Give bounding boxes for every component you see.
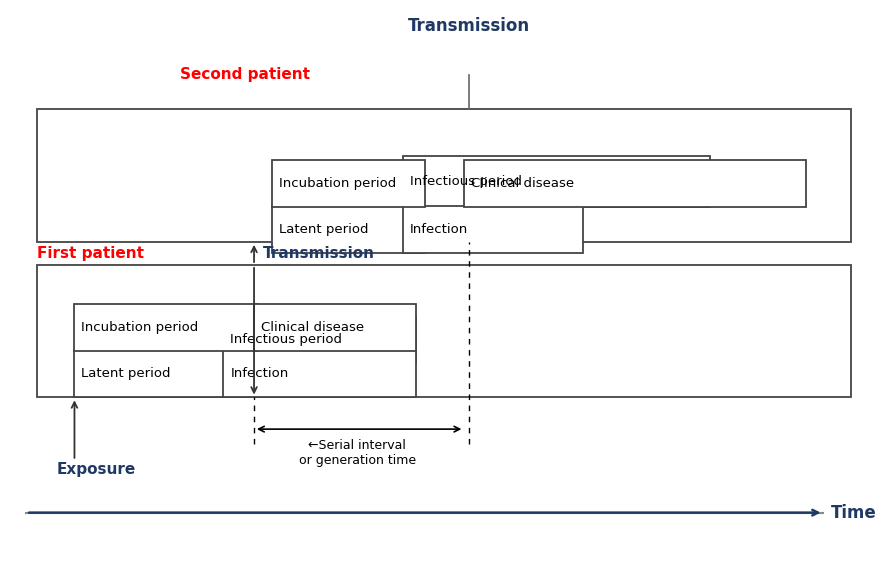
Text: Transmission: Transmission — [263, 246, 375, 261]
Text: ←Serial interval
or generation time: ←Serial interval or generation time — [299, 439, 416, 467]
Text: Transmission: Transmission — [407, 17, 530, 35]
Text: Exposure: Exposure — [57, 462, 136, 477]
Text: Infection: Infection — [230, 367, 288, 380]
Text: Incubation period: Incubation period — [81, 321, 199, 334]
FancyBboxPatch shape — [74, 350, 228, 397]
FancyBboxPatch shape — [272, 206, 425, 253]
FancyBboxPatch shape — [272, 160, 425, 207]
FancyBboxPatch shape — [254, 304, 416, 351]
Text: Second patient: Second patient — [180, 67, 310, 82]
Text: First patient: First patient — [37, 246, 144, 261]
Text: Infectious period: Infectious period — [230, 333, 343, 346]
Text: Time: Time — [830, 503, 876, 522]
Text: Latent period: Latent period — [279, 223, 368, 236]
FancyBboxPatch shape — [403, 156, 710, 207]
FancyBboxPatch shape — [37, 265, 851, 397]
FancyBboxPatch shape — [223, 350, 416, 397]
FancyBboxPatch shape — [223, 316, 416, 363]
Text: Infection: Infection — [410, 223, 468, 236]
Text: Clinical disease: Clinical disease — [261, 321, 364, 334]
Text: Infectious period: Infectious period — [410, 175, 522, 188]
FancyBboxPatch shape — [74, 304, 258, 351]
FancyBboxPatch shape — [464, 160, 806, 207]
FancyBboxPatch shape — [403, 206, 583, 253]
Text: Clinical disease: Clinical disease — [471, 177, 575, 190]
Text: Incubation period: Incubation period — [279, 177, 396, 190]
FancyBboxPatch shape — [37, 109, 851, 242]
Text: Latent period: Latent period — [81, 367, 171, 380]
